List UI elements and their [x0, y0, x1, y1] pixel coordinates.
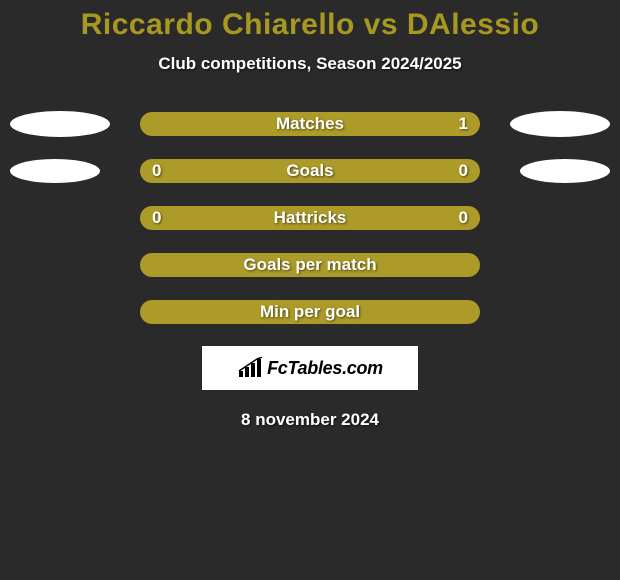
comparison-panel: Riccardo Chiarello vs DAlessio Club comp…: [0, 0, 620, 580]
stat-rows: Matches 1 0 Goals 0 0 Hattricks 0 Goals per matc…: [0, 112, 620, 324]
date-label: 8 november 2024: [0, 410, 620, 430]
stat-value-right: 0: [459, 161, 468, 181]
subtitle: Club competitions, Season 2024/2025: [0, 54, 620, 74]
stat-bar: Matches 1: [140, 112, 480, 136]
right-ellipse: [510, 111, 610, 137]
right-ellipse: [520, 159, 610, 183]
stat-row: 0 Goals 0: [0, 159, 620, 183]
left-ellipse: [10, 159, 100, 183]
bar-chart-icon: [237, 357, 263, 379]
stat-value-left: 0: [152, 208, 161, 228]
stat-bar: Min per goal: [140, 300, 480, 324]
left-ellipse: [10, 111, 110, 137]
stat-value-right: 0: [459, 208, 468, 228]
stat-label: Matches: [276, 114, 344, 134]
stat-bar: Goals per match: [140, 253, 480, 277]
stat-label: Hattricks: [274, 208, 347, 228]
stat-label: Min per goal: [260, 302, 360, 322]
stat-row: Min per goal: [0, 300, 620, 324]
stat-bar: 0 Goals 0: [140, 159, 480, 183]
stat-row: Goals per match: [0, 253, 620, 277]
stat-row: 0 Hattricks 0: [0, 206, 620, 230]
page-title: Riccardo Chiarello vs DAlessio: [0, 0, 620, 42]
stat-label: Goals: [286, 161, 333, 181]
logo-text: FcTables.com: [267, 358, 383, 379]
stat-bar: 0 Hattricks 0: [140, 206, 480, 230]
stat-label: Goals per match: [243, 255, 376, 275]
stat-value-left: 0: [152, 161, 161, 181]
logo-box: FcTables.com: [202, 346, 418, 390]
stat-value-right: 1: [459, 114, 468, 134]
stat-row: Matches 1: [0, 112, 620, 136]
